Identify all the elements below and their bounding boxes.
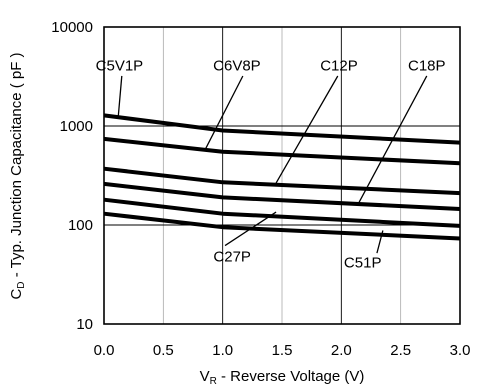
leader-c51p: [376, 230, 384, 254]
leader-layer: [117, 75, 428, 254]
leader-c6v8p: [204, 75, 244, 151]
x-tick-label: 0.0: [94, 342, 115, 359]
series-label-c27p: C27P: [213, 249, 251, 266]
y-tick-labels: 10 100 1000 10000: [51, 19, 93, 333]
series-label-c6v8p: C6V8P: [213, 57, 261, 74]
series-line-c51p: [103, 211, 461, 241]
x-tick-labels: 0.0 0.5 1.0 1.5 2.0 2.5 3.0: [94, 342, 471, 359]
y-tick-label: 100: [68, 217, 93, 234]
x-tick-label: 3.0: [450, 342, 471, 359]
series-line-c12p: [103, 166, 461, 196]
series-line-c5v1p: [103, 113, 461, 145]
series-line-c27p: [103, 197, 461, 228]
series-label-c12p: C12P: [320, 57, 358, 74]
y-axis-title: CD - Typ. Junction Capacitance ( pF ): [8, 52, 27, 299]
series-line-c18p: [103, 181, 461, 211]
y-tick-label: 10: [76, 316, 93, 333]
leader-c27p: [224, 211, 277, 247]
series-line-c6v8p: [103, 136, 461, 166]
x-tick-label: 1.5: [272, 342, 293, 359]
plot-frame: [103, 26, 461, 325]
series-layer: [103, 113, 461, 241]
x-tick-label: 2.0: [331, 342, 352, 359]
y-tick-label: 10000: [51, 19, 93, 36]
series-label-c51p: C51P: [344, 254, 382, 271]
leader-c5v1p: [117, 75, 123, 117]
x-tick-label: 1.0: [212, 342, 233, 359]
x-axis-title: VR - Reverse Voltage (V): [200, 368, 365, 387]
leader-c18p: [358, 75, 428, 203]
series-label-c18p: C18P: [408, 57, 446, 74]
series-labels: C5V1P C6V8P C12P C18P C27P C51P: [96, 57, 446, 271]
y-tick-label: 1000: [60, 118, 93, 135]
x-tick-label: 2.5: [390, 342, 411, 359]
x-tick-label: 0.5: [153, 342, 174, 359]
leader-c12p: [275, 75, 339, 184]
series-label-c5v1p: C5V1P: [96, 57, 144, 74]
